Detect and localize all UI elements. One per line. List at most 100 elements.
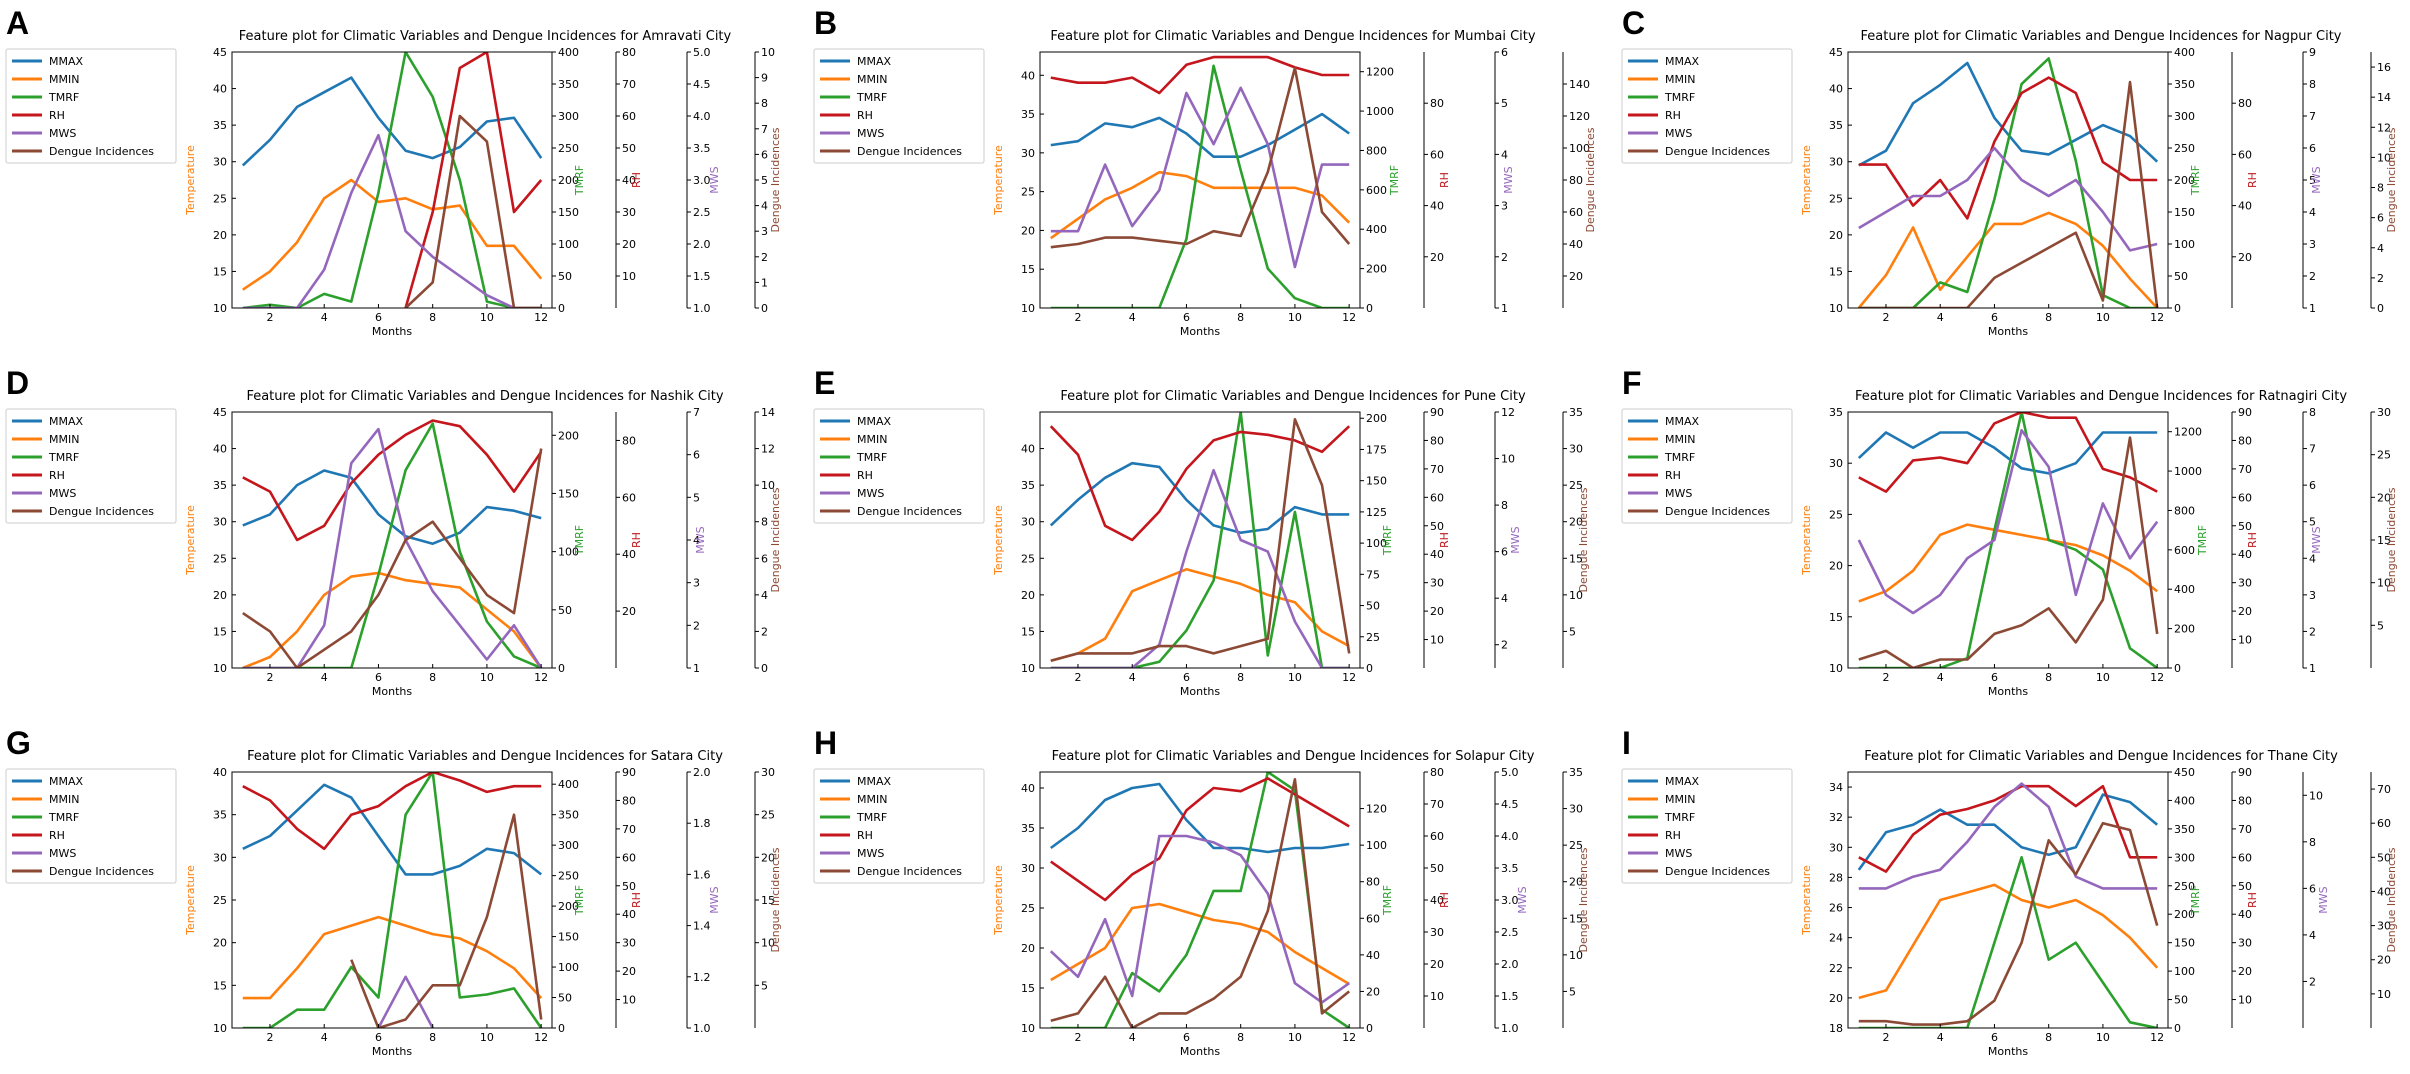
tick-label-dengue: 20 <box>1569 516 1583 529</box>
series-line-dengue-incidences <box>1050 778 1351 1028</box>
y-tick-label: 24 <box>1829 932 1843 945</box>
tick-label-tmrf: 200 <box>558 900 579 913</box>
y-tick-label: 18 <box>1829 1022 1843 1035</box>
y-tick-label: 30 <box>213 156 227 169</box>
series-line-dengue-incidences <box>242 448 543 668</box>
tick-label-tmrf: 350 <box>558 809 579 822</box>
x-tick-label: 6 <box>375 671 382 684</box>
legend-label: RH <box>1665 469 1681 482</box>
plot-frame <box>231 411 553 669</box>
tick-label-dengue: 25 <box>761 809 775 822</box>
axis-label-dengue: Dengue Incidences <box>2385 847 2398 952</box>
y-tick-label: 10 <box>1021 662 1035 675</box>
tick-label-mws: 12 <box>1501 406 1515 419</box>
x-axis-label: Months <box>1988 325 2028 338</box>
x-tick-label: 6 <box>1991 1031 1998 1044</box>
x-axis-label: Months <box>1988 1045 2028 1058</box>
series-line-tmrf <box>242 422 542 668</box>
tick-label-mws: 1.0 <box>693 1022 711 1035</box>
tick-label-tmrf: 0 <box>1366 302 1373 315</box>
tick-label-rh: 60 <box>622 491 636 504</box>
axis-label-mws: MWS <box>708 166 721 193</box>
legend-label: TMRF <box>1664 811 1695 824</box>
y-tick-label: 30 <box>1021 516 1035 529</box>
chart-title: Feature plot for Climatic Variables and … <box>1060 389 1526 404</box>
tick-label-tmrf: 300 <box>558 110 579 123</box>
tick-label-rh: 50 <box>622 142 636 155</box>
tick-label-mws: 2 <box>693 619 700 632</box>
tick-label-tmrf: 100 <box>2174 238 2195 251</box>
y-tick-label: 15 <box>213 625 227 638</box>
tick-label-tmrf: 25 <box>1366 631 1380 644</box>
panel-a: A Feature plot for Climatic Variables and… <box>5 5 782 338</box>
tick-label-dengue: 2 <box>761 625 768 638</box>
x-tick-label: 2 <box>1882 311 1889 324</box>
tick-label-dengue: 0 <box>2377 302 2384 315</box>
legend-label: MMAX <box>49 775 84 788</box>
tick-label-tmrf: 1200 <box>1366 66 1394 79</box>
tick-label-dengue: 1 <box>761 276 768 289</box>
tick-label-rh: 80 <box>1430 97 1444 110</box>
tick-label-dengue: 5 <box>761 979 768 992</box>
tick-label-rh: 90 <box>2238 406 2252 419</box>
axis-label-dengue: Dengue Incidences <box>769 487 782 592</box>
tick-label-mws: 3.0 <box>1501 894 1519 907</box>
tick-label-mws: 5 <box>693 491 700 504</box>
tick-label-mws: 8 <box>2309 78 2316 91</box>
y-tick-label: 10 <box>213 302 227 315</box>
tick-label-tmrf: 250 <box>2174 880 2195 893</box>
series-line-dengue-incidences <box>1858 821 2159 1026</box>
x-tick-label: 10 <box>480 311 494 324</box>
y-tick-label: 26 <box>1829 902 1843 915</box>
y-axis-label-temperature: Temperature <box>992 505 1005 576</box>
legend-label: RH <box>857 109 873 122</box>
tick-label-dengue: 3 <box>761 225 768 238</box>
panel-letter: G <box>6 725 31 761</box>
tick-label-dengue: 20 <box>1569 270 1583 283</box>
panel-b: B Feature plot for Climatic Variables and… <box>813 5 1597 338</box>
tick-label-mws: 1 <box>2309 302 2316 315</box>
tick-label-rh: 20 <box>622 605 636 618</box>
panel-h: H Feature plot for Climatic Variables and… <box>813 725 1590 1058</box>
axis-label-tmrf: TMRF <box>573 885 586 916</box>
chart-title: Feature plot for Climatic Variables and … <box>247 749 723 764</box>
y-tick-label: 25 <box>213 552 227 565</box>
y-tick-label: 20 <box>1021 942 1035 955</box>
tick-label-dengue: 4 <box>761 589 768 602</box>
legend-box <box>5 768 177 884</box>
legend-label: MMIN <box>857 73 887 86</box>
axis-label-mws: MWS <box>1509 526 1522 553</box>
series-line-mmax <box>242 783 543 876</box>
tick-label-dengue: 6 <box>761 148 768 161</box>
tick-label-tmrf: 200 <box>1366 412 1387 425</box>
tick-label-mws: 8 <box>2309 406 2316 419</box>
tick-label-mws: 1.5 <box>1501 990 1519 1003</box>
panel-letter: H <box>814 725 837 761</box>
x-tick-label: 12 <box>2150 1031 2164 1044</box>
legend-label: Dengue Incidences <box>1665 505 1770 518</box>
panel-e: E Feature plot for Climatic Variables and… <box>813 365 1590 698</box>
tick-label-tmrf: 800 <box>1366 144 1387 157</box>
tick-label-dengue: 10 <box>2377 988 2391 1001</box>
panel-letter: E <box>814 365 835 401</box>
tick-label-mws: 2 <box>1501 639 1508 652</box>
x-tick-label: 10 <box>1288 311 1302 324</box>
series-lines <box>1857 57 2159 308</box>
y-tick-label: 40 <box>1829 83 1843 96</box>
y-tick-label: 15 <box>213 265 227 278</box>
tick-label-mws: 1.0 <box>693 302 711 315</box>
legend-box <box>1621 48 1793 164</box>
x-tick-label: 6 <box>375 311 382 324</box>
tick-label-rh: 60 <box>1430 830 1444 843</box>
tick-label-dengue: 10 <box>761 937 775 950</box>
legend-label: MMIN <box>857 793 887 806</box>
x-tick-label: 12 <box>1342 1031 1356 1044</box>
axis-label-mws: MWS <box>2317 886 2330 913</box>
axis-label-tmrf: TMRF <box>1388 165 1401 196</box>
y-tick-label: 30 <box>1829 156 1843 169</box>
legend-label: MMAX <box>49 415 84 428</box>
tick-label-tmrf: 50 <box>558 604 572 617</box>
legend-label: TMRF <box>1664 451 1695 464</box>
legend-label: Dengue Incidences <box>857 145 962 158</box>
legend-label: TMRF <box>856 811 887 824</box>
